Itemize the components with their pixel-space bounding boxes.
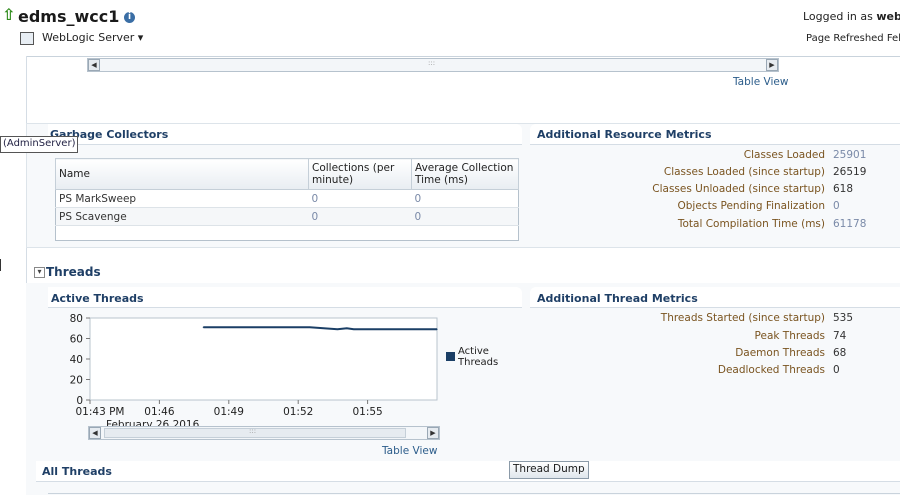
gc-row-collections[interactable]: 0 bbox=[308, 189, 412, 208]
legend-label: Active Threads bbox=[458, 346, 499, 368]
gc-row-name: PS MarkSweep bbox=[55, 189, 309, 208]
data-point bbox=[336, 328, 339, 330]
metric-value-classes-loaded[interactable]: 25901 bbox=[833, 149, 867, 161]
x-tick-label: 01:52 bbox=[283, 406, 313, 418]
metric-value-peak-threads: 74 bbox=[833, 330, 847, 342]
info-icon[interactable]: i bbox=[124, 12, 135, 23]
divider bbox=[48, 493, 900, 494]
gc-table: Name Collections (per minute) Average Co… bbox=[55, 158, 519, 241]
metric-value-deadlocked-threads: 0 bbox=[833, 364, 840, 376]
x-tick-label: 01:55 bbox=[352, 406, 382, 418]
data-point bbox=[353, 328, 355, 330]
server-up-icon: ⇧ bbox=[2, 5, 16, 24]
gc-row-avg-time[interactable]: 0 bbox=[411, 189, 519, 208]
y-tick-label: 0 bbox=[76, 395, 83, 407]
metric-value-objects-pending[interactable]: 0 bbox=[833, 200, 840, 212]
resource-metrics-header-bar bbox=[530, 124, 900, 145]
metric-label-deadlocked-threads: Deadlocked Threads bbox=[717, 364, 825, 376]
gc-row-avg-time[interactable]: 0 bbox=[411, 207, 519, 226]
page-title: edms_wcc1 bbox=[18, 7, 120, 26]
scroll-left-button[interactable]: ◀ bbox=[88, 59, 100, 71]
data-point bbox=[251, 326, 253, 328]
page-refreshed-label: Page Refreshed Feb 2 bbox=[806, 33, 900, 44]
weblogic-server-icon bbox=[20, 32, 34, 45]
chart-scrollbar[interactable]: ◀ ::: ▶ bbox=[88, 426, 440, 440]
table-row[interactable]: PS MarkSweep 0 0 bbox=[55, 189, 519, 208]
threads-section-title[interactable]: Threads bbox=[46, 265, 101, 279]
thread-dump-button[interactable]: Thread Dump bbox=[509, 461, 589, 479]
metric-label-compilation-time: Total Compilation Time (ms) bbox=[677, 218, 825, 230]
data-point bbox=[346, 327, 348, 329]
resource-metrics-title: Additional Resource Metrics bbox=[537, 128, 712, 141]
metric-value-daemon-threads: 68 bbox=[833, 347, 847, 359]
active-threads-chart: 0 20 40 60 80 01:43 PM 01:46 01:49 01:52 01:55 Feb… bbox=[70, 313, 438, 426]
x-tick-label: 01:49 bbox=[214, 406, 244, 418]
metric-label-classes-loaded-startup: Classes Loaded (since startup) bbox=[663, 166, 825, 178]
metric-label-objects-pending: Objects Pending Finalization bbox=[677, 200, 826, 212]
metric-value-classes-unloaded: 618 bbox=[833, 183, 854, 195]
series-line-active-threads bbox=[203, 326, 437, 331]
x-tick-label: 01:43 PM bbox=[76, 406, 125, 418]
metric-value-compilation-time[interactable]: 61178 bbox=[833, 218, 867, 230]
gc-row-collections[interactable]: 0 bbox=[308, 207, 412, 226]
logged-in-prefix: Logged in as bbox=[803, 10, 877, 23]
data-point bbox=[202, 326, 204, 328]
gc-col-collections[interactable]: Collections (per minute) bbox=[308, 158, 412, 190]
thread-metrics-title: Additional Thread Metrics bbox=[537, 292, 698, 305]
active-threads-header-bar bbox=[48, 287, 522, 308]
y-tick-label: 60 bbox=[70, 334, 83, 346]
plot-area bbox=[89, 317, 438, 401]
data-point bbox=[413, 328, 415, 330]
thread-metrics-header-bar bbox=[530, 287, 900, 308]
page-header bbox=[0, 0, 900, 57]
all-threads-header-bar bbox=[36, 461, 900, 482]
y-tick-label: 80 bbox=[70, 313, 83, 325]
gc-col-avg-time[interactable]: Average Collection Time (ms) bbox=[411, 158, 519, 190]
data-point bbox=[367, 328, 369, 330]
gc-col-name[interactable]: Name bbox=[55, 158, 309, 190]
logged-in-label: Logged in as webl bbox=[803, 10, 900, 23]
x-tick-label: 01:46 bbox=[144, 406, 175, 418]
y-tick-label: 40 bbox=[70, 354, 83, 366]
metric-label-threads-started: Threads Started (since startup) bbox=[660, 312, 825, 324]
gc-header-bar bbox=[48, 124, 522, 145]
metric-label-daemon-threads: Daemon Threads bbox=[735, 347, 825, 359]
logged-in-user[interactable]: webl bbox=[876, 10, 900, 23]
scroll-grip[interactable]: ::: bbox=[249, 427, 257, 435]
scroll-thumb[interactable] bbox=[104, 428, 406, 438]
scroll-left-button[interactable]: ◀ bbox=[89, 427, 101, 439]
table-row[interactable]: PS Scavenge 0 0 bbox=[55, 207, 519, 226]
left-divider bbox=[0, 56, 27, 495]
gc-row-name: PS Scavenge bbox=[55, 207, 309, 226]
collapse-toggle-icon[interactable]: ▾ bbox=[34, 267, 45, 278]
weblogic-server-menu[interactable]: WebLogic Server ▾ bbox=[42, 31, 144, 44]
table-view-link[interactable]: Table View bbox=[733, 76, 789, 88]
scroll-grip[interactable]: ::: bbox=[428, 59, 436, 67]
all-threads-title: All Threads bbox=[42, 465, 112, 478]
legend-swatch bbox=[446, 352, 455, 361]
x-date-label: February 26 2016 bbox=[106, 419, 200, 426]
table-view-link[interactable]: Table View bbox=[382, 445, 438, 457]
horizontal-scrollbar[interactable]: ◀ ::: ▶ bbox=[87, 58, 779, 72]
scroll-right-button[interactable]: ▶ bbox=[427, 427, 439, 439]
data-point bbox=[228, 326, 230, 328]
data-point bbox=[390, 328, 392, 330]
gc-title: Garbage Collectors bbox=[50, 128, 169, 141]
active-threads-title: Active Threads bbox=[51, 292, 144, 305]
y-tick-label: 20 bbox=[70, 375, 83, 387]
metric-value-threads-started: 535 bbox=[833, 312, 854, 324]
data-point bbox=[309, 326, 311, 328]
metric-label-classes-unloaded: Classes Unloaded (since startup) bbox=[652, 183, 825, 195]
admin-server-tooltip: (AdminServer) bbox=[0, 136, 79, 153]
metric-label-classes-loaded: Classes Loaded bbox=[743, 149, 825, 161]
section-divider bbox=[0, 259, 13, 271]
data-point bbox=[274, 326, 276, 328]
metric-label-peak-threads: Peak Threads bbox=[754, 330, 825, 342]
data-point bbox=[436, 328, 438, 330]
scroll-right-button[interactable]: ▶ bbox=[766, 59, 778, 71]
metric-value-classes-loaded-startup: 26519 bbox=[833, 166, 867, 178]
